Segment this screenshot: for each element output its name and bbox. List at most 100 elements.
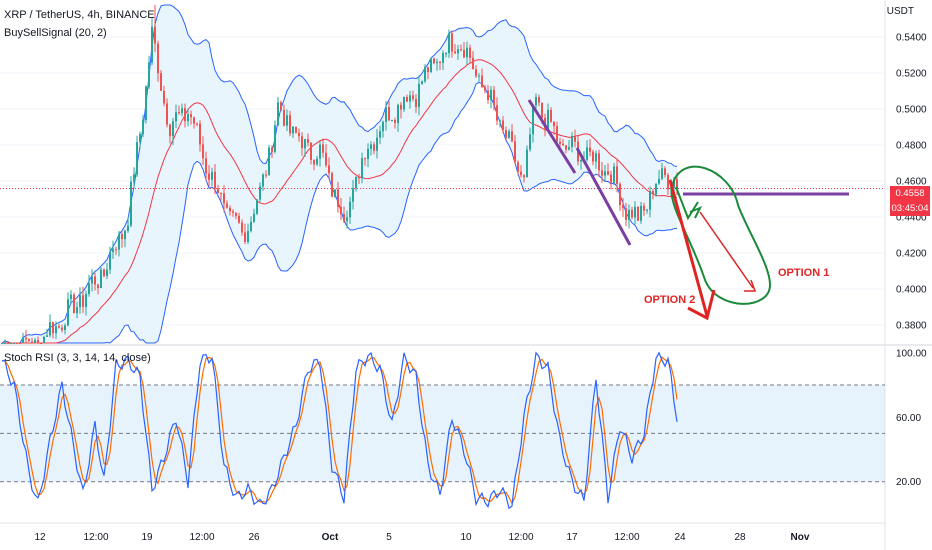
candle	[379, 125, 381, 145]
candle-body	[619, 183, 621, 206]
candle	[220, 192, 222, 201]
stoch-rsi-title: Stoch RSI (3, 3, 14, 14, close)	[4, 352, 151, 364]
candle-body	[580, 159, 582, 162]
candle	[211, 167, 213, 186]
candle	[10, 343, 12, 344]
candle-body	[412, 95, 414, 99]
candle	[1, 343, 3, 344]
candle	[490, 86, 492, 109]
candle-body	[502, 120, 504, 131]
candle-body	[181, 108, 183, 114]
candle-body	[625, 208, 627, 221]
price-tick-label: 0.4400	[896, 213, 927, 224]
candle	[43, 335, 45, 343]
candle	[28, 338, 30, 342]
candle	[565, 145, 567, 154]
candle-body	[91, 276, 93, 284]
candle-body	[124, 230, 126, 240]
price-unit-label: USDT	[886, 6, 914, 17]
candle	[598, 149, 600, 178]
candle-body	[415, 98, 417, 107]
candle	[196, 122, 198, 127]
candle	[433, 57, 435, 65]
candle-body	[391, 119, 393, 121]
option-2-label: OPTION 2	[644, 294, 695, 306]
candle	[514, 135, 516, 164]
candle	[448, 29, 450, 58]
candle-body	[235, 212, 237, 216]
time-tick-label: Oct	[322, 532, 339, 543]
candle-body	[343, 214, 345, 222]
candle-body	[430, 58, 432, 72]
candle	[355, 176, 357, 192]
candle	[280, 100, 282, 112]
candle-body	[445, 53, 447, 55]
candle-body	[394, 119, 396, 123]
candle	[502, 116, 504, 134]
candle-body	[94, 276, 96, 285]
candle-body	[274, 125, 276, 152]
candle	[97, 283, 99, 295]
candle	[373, 141, 375, 155]
candle-body	[52, 322, 54, 334]
candle	[49, 314, 51, 338]
candle-body	[667, 175, 669, 190]
candle	[499, 119, 501, 128]
candle	[253, 208, 255, 224]
candle	[274, 120, 276, 154]
candle-body	[355, 176, 357, 189]
candle-body	[166, 103, 168, 125]
candle	[562, 138, 564, 146]
candle-body	[295, 126, 297, 133]
candle-body	[448, 33, 450, 54]
candle	[601, 162, 603, 183]
candle	[13, 343, 15, 344]
candle	[85, 290, 87, 316]
candle	[70, 290, 72, 304]
candle	[214, 164, 216, 195]
candle	[391, 119, 393, 122]
candle-body	[43, 336, 45, 343]
candle-body	[367, 148, 369, 159]
candle-body	[31, 341, 33, 343]
candle	[247, 223, 249, 245]
candle	[385, 100, 387, 131]
candle	[325, 144, 327, 168]
candle-body	[586, 147, 588, 160]
candle	[202, 136, 204, 166]
candle-body	[487, 90, 489, 101]
candle-body	[565, 145, 567, 150]
time-tick-label: Nov	[791, 532, 810, 543]
candle-body	[418, 83, 420, 107]
candle	[121, 231, 123, 248]
candle	[412, 90, 414, 102]
price-tick-label: 0.4000	[896, 285, 927, 296]
time-axis: 12 12:00 19 12:00 26 Oct 5 10 12:00 17 12:00 24 28 No…	[34, 532, 809, 543]
candle-body	[457, 49, 459, 54]
candle	[301, 132, 303, 156]
candle	[175, 104, 177, 129]
candle	[406, 94, 408, 103]
candle	[241, 219, 243, 236]
candle-body	[439, 61, 441, 63]
candle-body	[13, 343, 15, 344]
bollinger-lower	[2, 81, 678, 344]
option-1-label: OPTION 1	[778, 267, 829, 279]
candle-body	[400, 104, 402, 110]
candle	[469, 44, 471, 64]
candle	[649, 186, 651, 218]
candle-body	[319, 144, 321, 159]
candle	[109, 246, 111, 275]
candle	[352, 180, 354, 210]
candle	[343, 206, 345, 224]
candle-body	[217, 188, 219, 193]
candle-body	[88, 283, 90, 294]
candle-body	[478, 75, 480, 77]
candle	[154, 5, 156, 52]
candle-body	[340, 206, 342, 215]
candle-body	[175, 112, 177, 122]
last-price-value: 0.4558	[895, 188, 925, 199]
candle-body	[289, 115, 291, 134]
candle	[40, 343, 42, 344]
